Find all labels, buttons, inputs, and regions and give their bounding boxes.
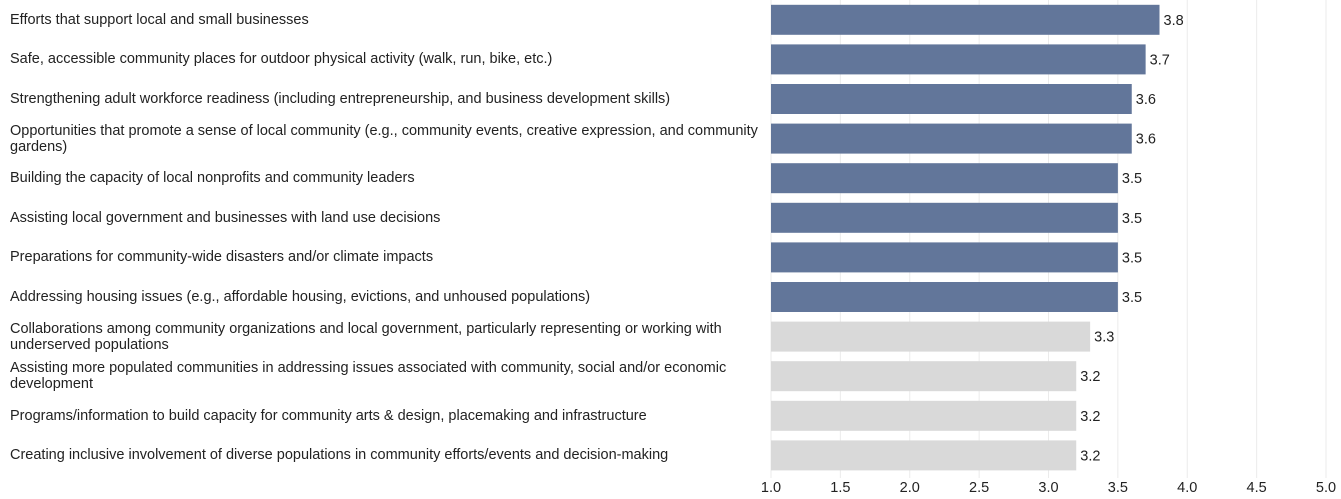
bar: [771, 84, 1132, 114]
category-label: Collaborations among community organizat…: [10, 320, 722, 353]
bar-value-label: 3.5: [1122, 290, 1142, 306]
bar: [771, 440, 1077, 471]
bar-value-label: 3.5: [1122, 250, 1142, 266]
bar-value-label: 3.2: [1080, 448, 1100, 464]
category-label: Safe, accessible community places for ou…: [10, 51, 553, 68]
bar: [771, 242, 1118, 273]
bar: [771, 163, 1118, 194]
bar-value-label: 3.6: [1136, 132, 1156, 148]
bar: [771, 361, 1077, 392]
category-label: Assisting more populated communities in …: [10, 360, 727, 393]
x-tick-label: 2.0: [900, 480, 920, 496]
bar-value-label: 3.5: [1122, 171, 1142, 187]
x-tick-label: 2.5: [969, 480, 989, 496]
category-label: Strengthening adult workforce readiness …: [10, 91, 671, 107]
x-tick-label: 1.0: [761, 480, 781, 496]
bar-value-label: 3.7: [1150, 52, 1170, 68]
category-label: Efforts that support local and small bus…: [10, 11, 309, 28]
category-label: Creating inclusive involvement of divers…: [10, 447, 669, 464]
category-label: Preparations for community-wide disaster…: [10, 249, 434, 266]
x-tick-label: 5.0: [1316, 480, 1336, 496]
x-tick-label: 4.5: [1247, 480, 1267, 496]
bar: [771, 123, 1132, 154]
bar-value-label: 3.6: [1136, 92, 1156, 108]
category-label: Opportunities that promote a sense of lo…: [10, 122, 758, 155]
bar-value-label: 3.3: [1094, 330, 1114, 346]
bar: [771, 282, 1118, 312]
bar-value-label: 3.8: [1164, 13, 1184, 29]
bar: [771, 44, 1146, 75]
x-tick-label: 3.5: [1108, 480, 1128, 496]
bar-value-label: 3.5: [1122, 211, 1142, 227]
x-tick-label: 4.0: [1177, 480, 1197, 496]
category-label: Programs/information to build capacity f…: [10, 407, 647, 424]
bar: [771, 202, 1118, 233]
bar: [771, 321, 1091, 352]
x-tick-label: 1.5: [830, 480, 850, 496]
x-tick-label: 3.0: [1038, 480, 1058, 496]
bar: [771, 400, 1077, 431]
category-label: Addressing housing issues (e.g., afforda…: [10, 289, 591, 305]
bar-value-label: 3.2: [1080, 409, 1100, 425]
category-label: Assisting local government and businesse…: [10, 209, 441, 226]
category-label: Building the capacity of local nonprofit…: [10, 170, 415, 187]
bar: [771, 4, 1160, 35]
bar-value-label: 3.2: [1080, 369, 1100, 385]
